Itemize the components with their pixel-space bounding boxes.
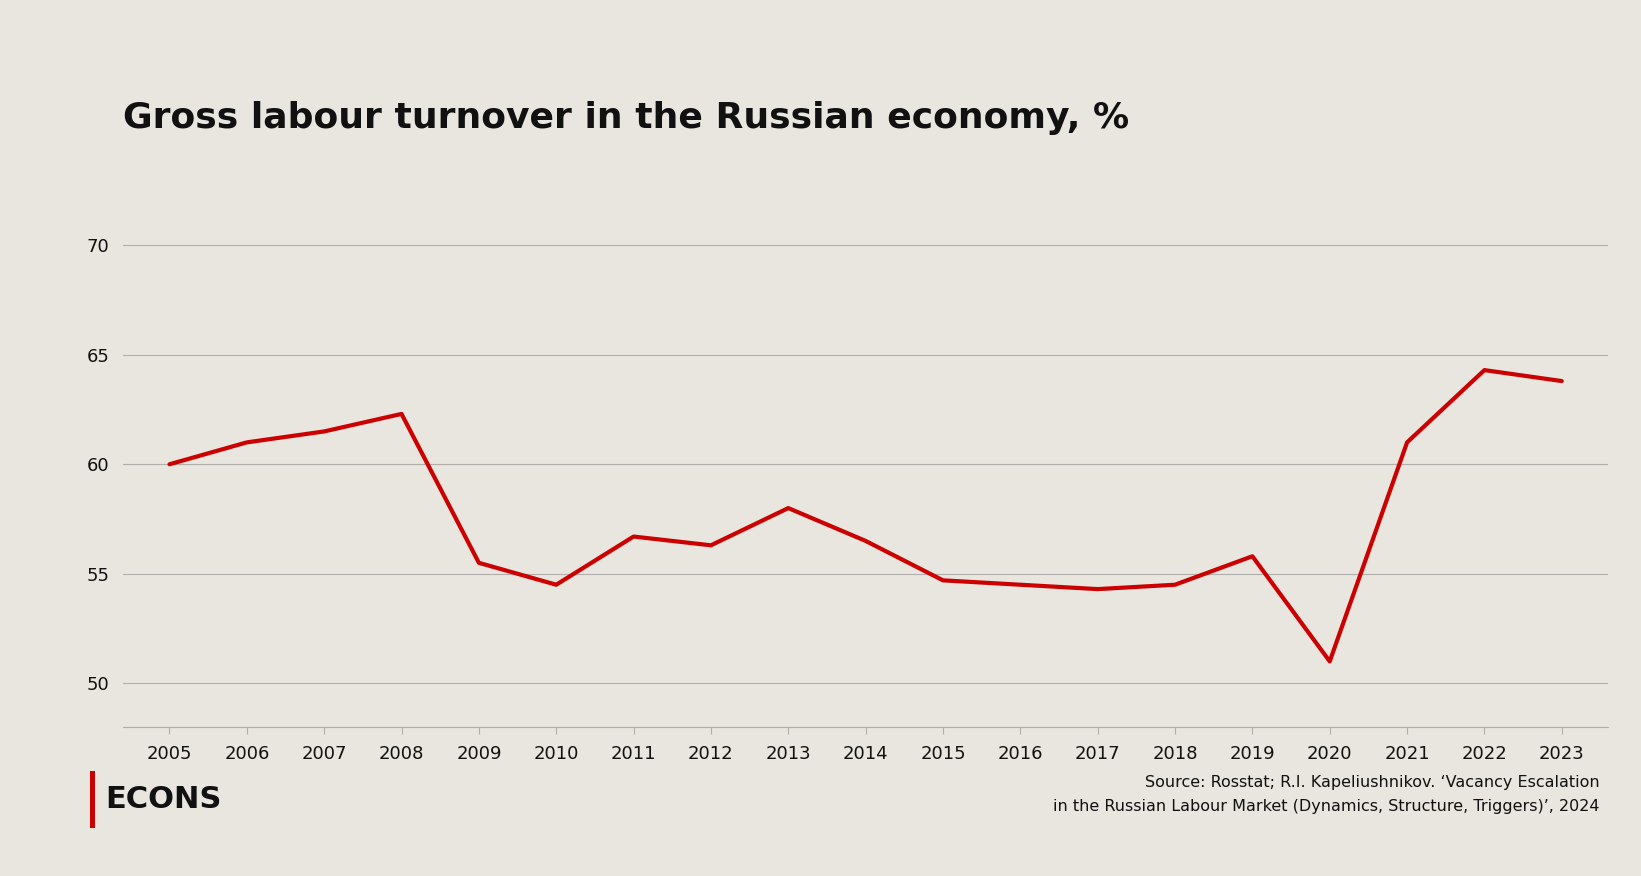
Text: Source: Rosstat; R.I. Kapeliushnikov. ‘Vacancy Escalation
in the Russian Labour : Source: Rosstat; R.I. Kapeliushnikov. ‘V… bbox=[1054, 775, 1600, 814]
Text: Gross labour turnover in the Russian economy, %: Gross labour turnover in the Russian eco… bbox=[123, 101, 1129, 135]
Text: ECONS: ECONS bbox=[105, 785, 222, 815]
